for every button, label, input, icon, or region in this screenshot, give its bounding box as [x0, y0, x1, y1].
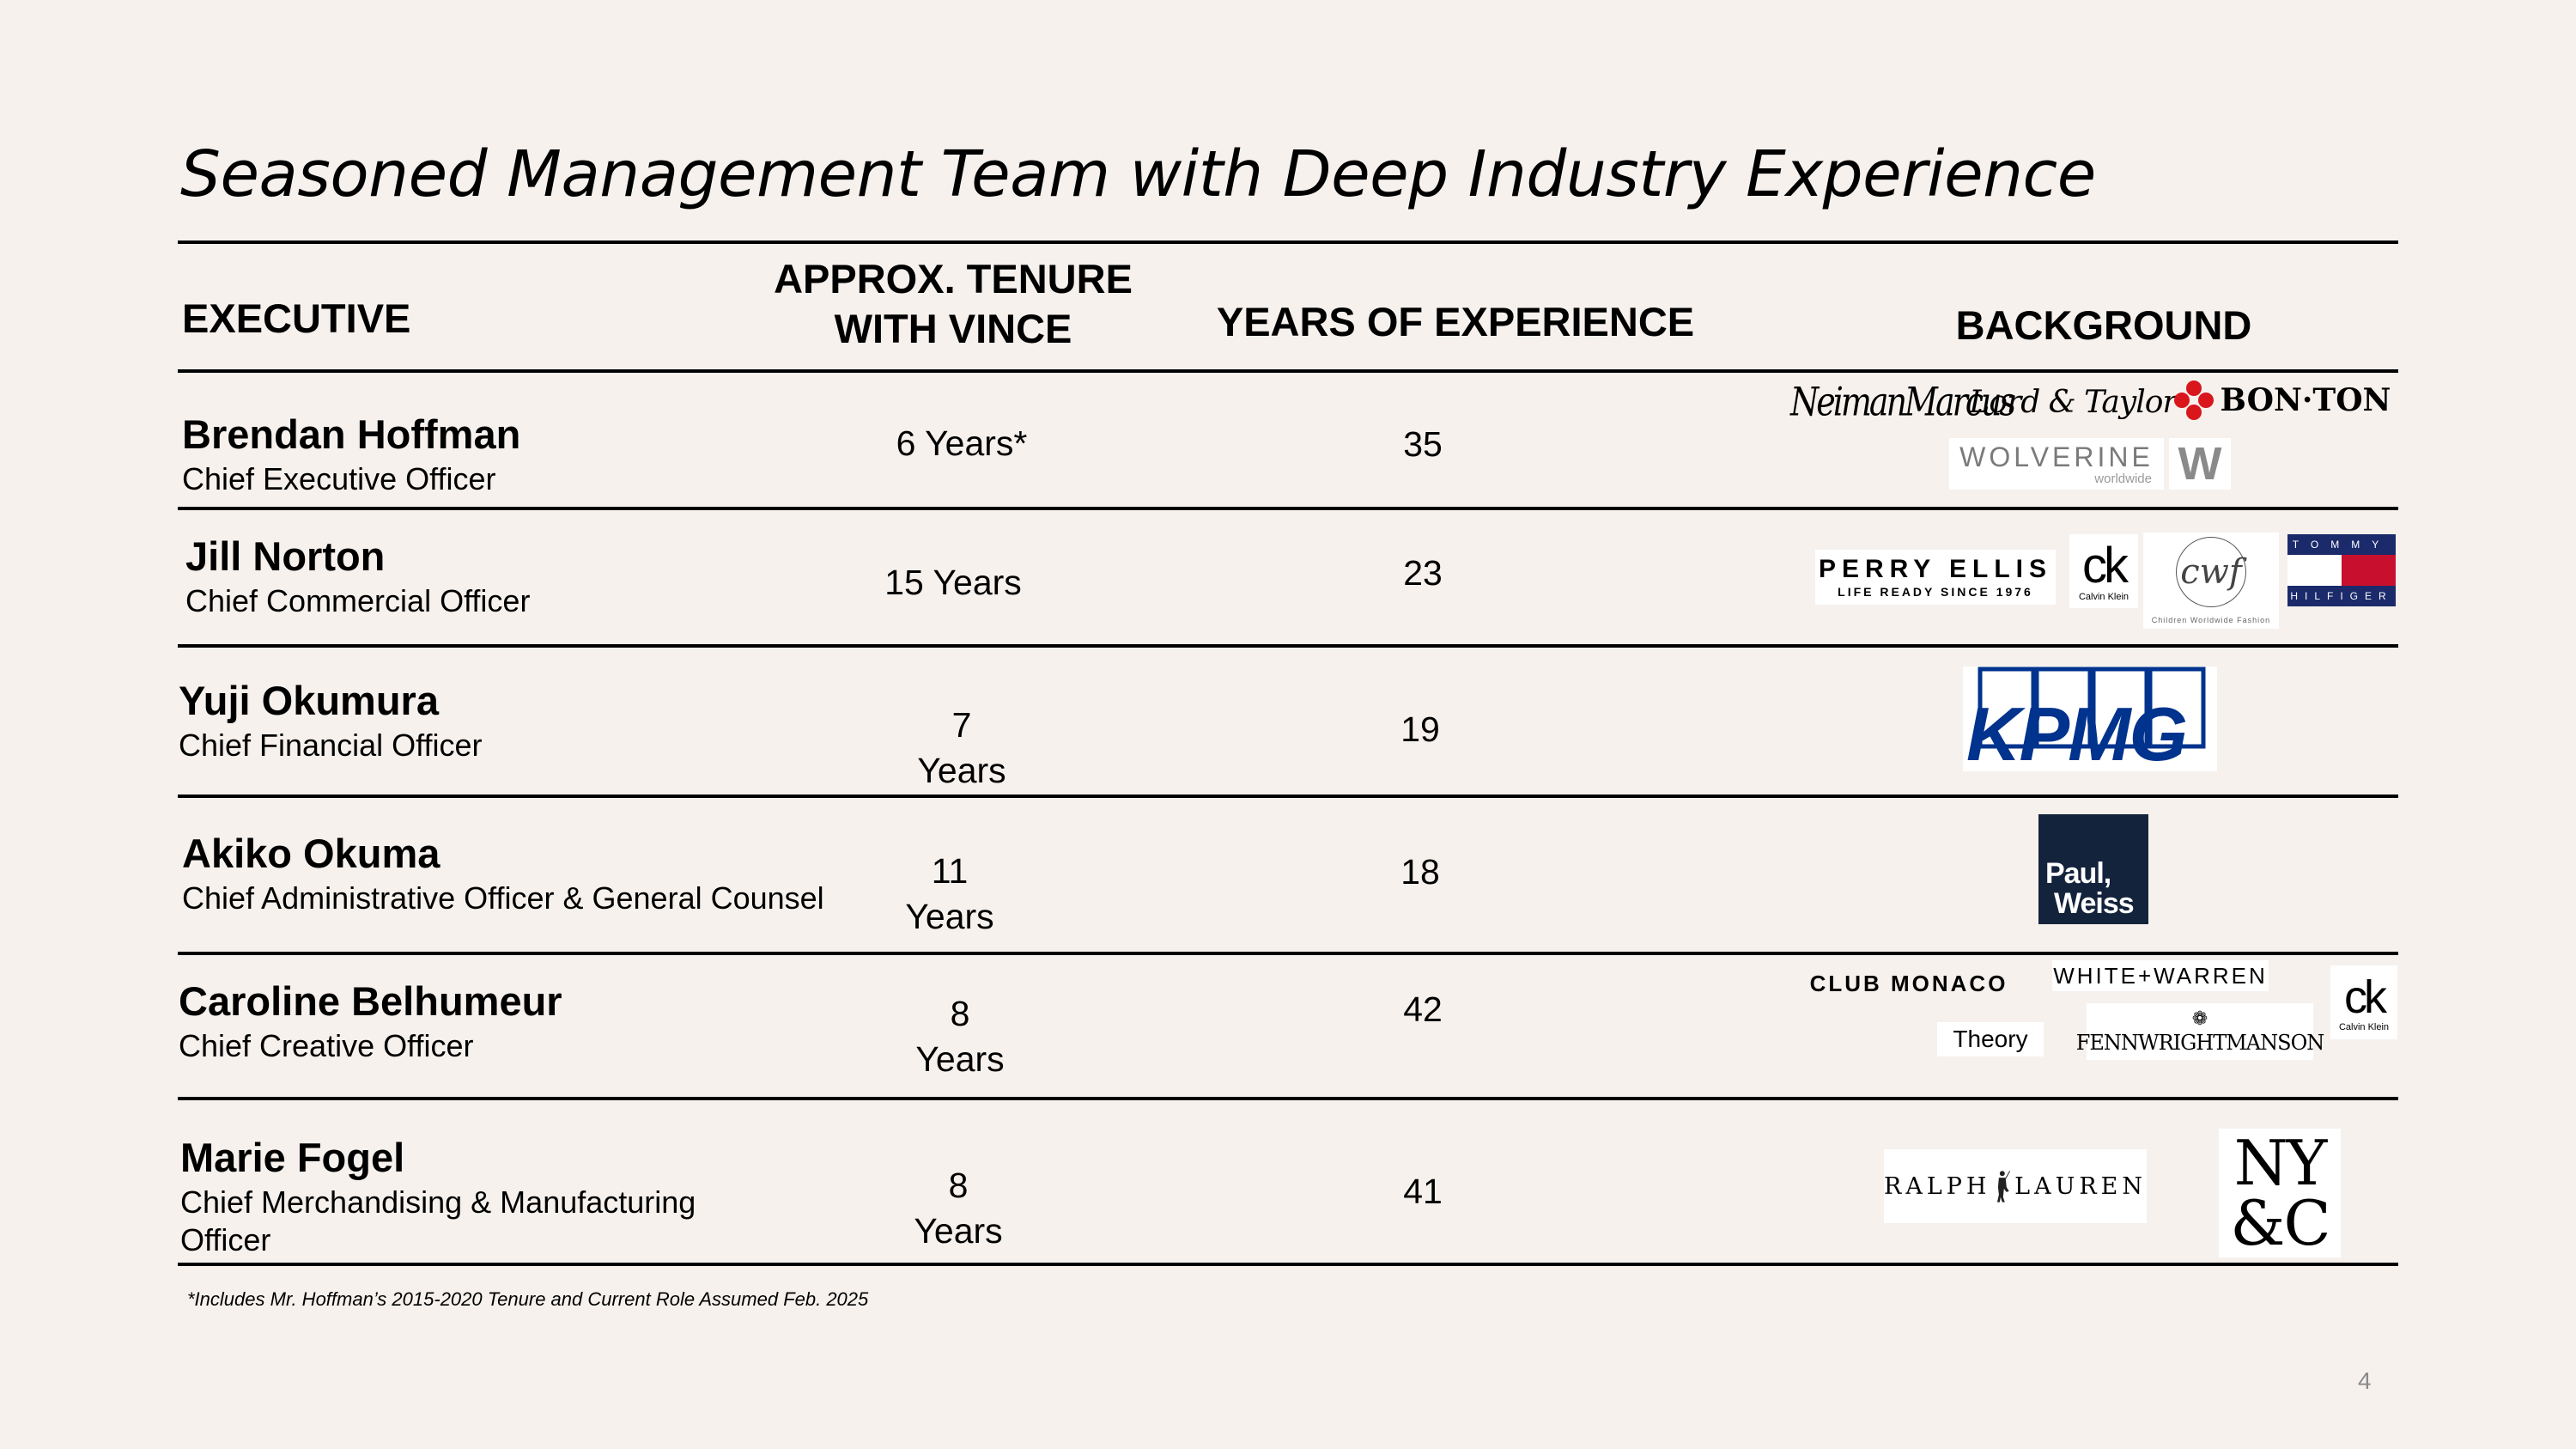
row-divider [178, 507, 2398, 510]
kpmg-logo: KPMG [1963, 667, 2217, 772]
fwm-mark-icon: ❁ [2191, 1008, 2208, 1029]
perry-ellis-logo: PERRY ELLIS LIFE READY SINCE 1976 [1815, 550, 2056, 605]
cwf-logo: cwf Children Worldwide Fashion [2143, 533, 2279, 629]
tenure-number: 8 [950, 994, 970, 1033]
tenure-unit: Years [905, 897, 994, 936]
tenure-value: 15 Years [884, 563, 1022, 602]
page-number: 4 [2358, 1367, 2372, 1394]
experience-value: 19 [1400, 709, 1440, 749]
executive-role: Chief Administrative Officer & General C… [182, 880, 824, 916]
ralph-lauren-logo: RALPH LAUREN [1884, 1149, 2147, 1223]
tenure-unit: Years [917, 751, 1006, 790]
theory-logo: Theory [1937, 1022, 2044, 1056]
experience-value: 35 [1403, 424, 1443, 464]
bonton-logo: BON·TON [2169, 378, 2394, 423]
executive-role: Chief Commercial Officer [185, 583, 531, 618]
row-divider [178, 644, 2398, 648]
fenn-wright-manson-logo: ❁ FENNWRIGHTMANSON [2076, 1003, 2324, 1060]
executive-name: Yuji Okumura [179, 678, 439, 723]
header-background: BACKGROUND [1955, 302, 2252, 348]
cwf-mark: cwf [2176, 537, 2246, 607]
header-tenure-line1: APPROX. TENURE [774, 256, 1133, 301]
executive-name: Akiko Okuma [182, 831, 440, 876]
row-divider [178, 795, 2398, 798]
page-title: Seasoned Management Team with Deep Indus… [180, 137, 2096, 211]
header-tenure-line2: WITH VINCE [834, 306, 1072, 351]
tenure-value: 6 Years* [896, 423, 1028, 463]
executive-role: Chief Merchandising & Manufacturing Offi… [180, 1184, 696, 1259]
tenure-value: 8 Years [874, 991, 1046, 1082]
header-rule [178, 369, 2398, 373]
tenure-value: 8 Years [872, 1163, 1044, 1254]
executive-role: Chief Executive Officer [182, 461, 496, 496]
executive-name: Brendan Hoffman [182, 411, 521, 457]
table-bottom-rule [178, 1263, 2398, 1266]
tommy-band-bottom: HILFIGER [2287, 586, 2396, 606]
tenure-value: 7 Years [876, 703, 1048, 794]
executive-name: Caroline Belhumeur [179, 978, 562, 1024]
header-tenure: APPROX. TENURE WITH VINCE [738, 254, 1168, 354]
experience-value: 42 [1403, 989, 1443, 1029]
calvin-klein-logo: ck Calvin Klein [2069, 534, 2138, 608]
white-warren-logo: WHITE+WARREN [2052, 960, 2269, 991]
tenure-number: 8 [948, 1166, 969, 1205]
tommy-band-top: TOMMY [2287, 534, 2396, 555]
ny-and-co-logo: NY &C [2219, 1129, 2341, 1257]
tenure-number: 7 [951, 705, 972, 745]
header-executive: EXECUTIVE [182, 295, 411, 341]
tenure-unit: Years [914, 1211, 1003, 1251]
executive-role-line1: Chief Merchandising & Manufacturing [180, 1184, 696, 1220]
experience-value: 18 [1400, 852, 1440, 892]
executive-name: Jill Norton [185, 533, 386, 579]
row-divider [178, 952, 2398, 955]
wolverine-logo: WOLVERINE worldwide [1949, 438, 2164, 490]
executive-name: Marie Fogel [180, 1135, 405, 1180]
lord-taylor-logo: Lord & Taylor [1969, 384, 2177, 420]
paul-weiss-logo: Paul, Weiss [2038, 814, 2148, 924]
kpmg-boxes-icon [1978, 667, 2206, 749]
tenure-number: 11 [931, 851, 969, 891]
row-divider [178, 1097, 2398, 1100]
executive-role: Chief Financial Officer [179, 728, 483, 763]
tenure-value: 11 Years [864, 849, 1036, 940]
footnote: *Includes Mr. Hoffman’s 2015-2020 Tenure… [187, 1288, 869, 1310]
tenure-unit: Years [915, 1039, 1005, 1079]
polo-player-icon [1997, 1171, 2011, 1202]
wolverine-mark-logo: W [2169, 438, 2231, 490]
club-monaco-logo: CLUB MONACO [1809, 970, 2008, 996]
calvin-klein-logo: ck Calvin Klein [2330, 965, 2397, 1039]
experience-value: 23 [1403, 553, 1443, 593]
tommy-flag [2287, 555, 2396, 586]
header-experience: YEARS OF EXPERIENCE [1216, 299, 1695, 344]
flower-icon [2173, 381, 2214, 420]
table-top-rule [178, 240, 2398, 244]
executive-role: Chief Creative Officer [179, 1028, 474, 1063]
experience-value: 41 [1403, 1172, 1443, 1211]
tommy-hilfiger-logo: TOMMY HILFIGER [2287, 534, 2396, 606]
executive-role-line2: Officer [180, 1222, 271, 1257]
neiman-marcus-logo: NeimanMarcus [1789, 379, 2016, 425]
